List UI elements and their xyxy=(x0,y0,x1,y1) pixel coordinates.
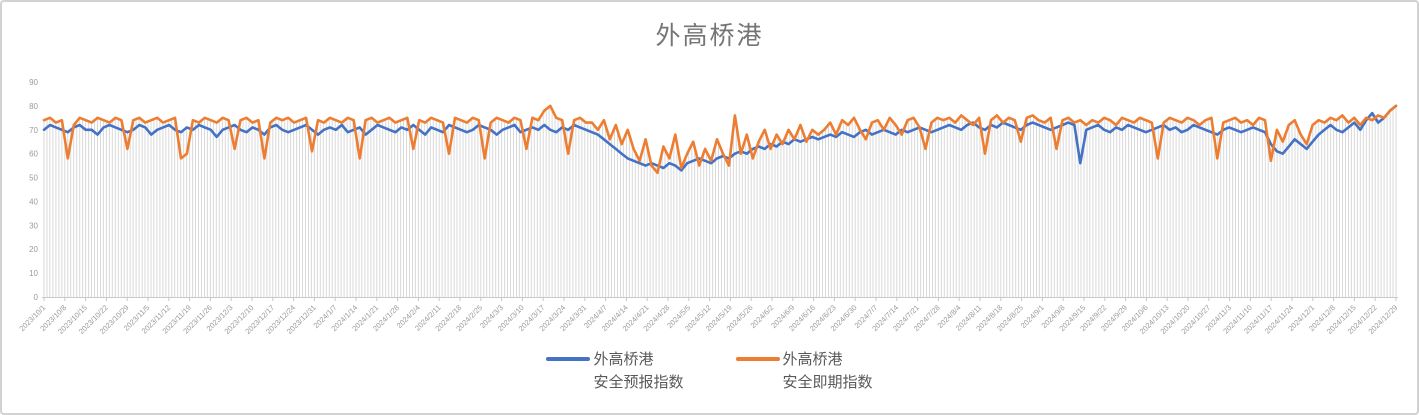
legend-swatch-forecast xyxy=(546,357,591,361)
y-tick-label: 20 xyxy=(29,245,38,254)
series-line-forecast xyxy=(42,104,1398,172)
y-tick-label: 10 xyxy=(29,269,38,278)
legend-item-spot[interactable]: 外高桥港 安全即期指数 xyxy=(735,348,873,394)
y-tick-label: 40 xyxy=(29,197,38,206)
y-tick-label: 0 xyxy=(34,293,39,302)
series-line-spot xyxy=(42,104,1398,175)
legend-swatch-spot xyxy=(735,357,780,361)
legend-spot-line1: 外高桥港 xyxy=(782,351,843,368)
legend-spot-line2: 安全即期指数 xyxy=(782,374,873,391)
legend-forecast-line2: 安全预报指数 xyxy=(593,374,684,391)
legend-item-forecast[interactable]: 外高桥港 安全预报指数 xyxy=(546,348,684,394)
y-tick-label: 70 xyxy=(29,126,38,135)
drop-lines xyxy=(43,105,1397,297)
legend-forecast-line1: 外高桥港 xyxy=(593,351,654,368)
y-tick-label: 90 xyxy=(29,78,38,87)
y-tick-label: 50 xyxy=(29,174,38,183)
y-tick-label: 60 xyxy=(29,150,38,159)
y-tick-label: 80 xyxy=(29,102,38,111)
chart-legend: 外高桥港 安全预报指数 外高桥港 安全即期指数 xyxy=(2,348,1417,394)
chart-title: 外高桥港 xyxy=(655,22,764,50)
y-tick-label: 30 xyxy=(29,221,38,230)
x-axis-line xyxy=(42,297,1398,301)
